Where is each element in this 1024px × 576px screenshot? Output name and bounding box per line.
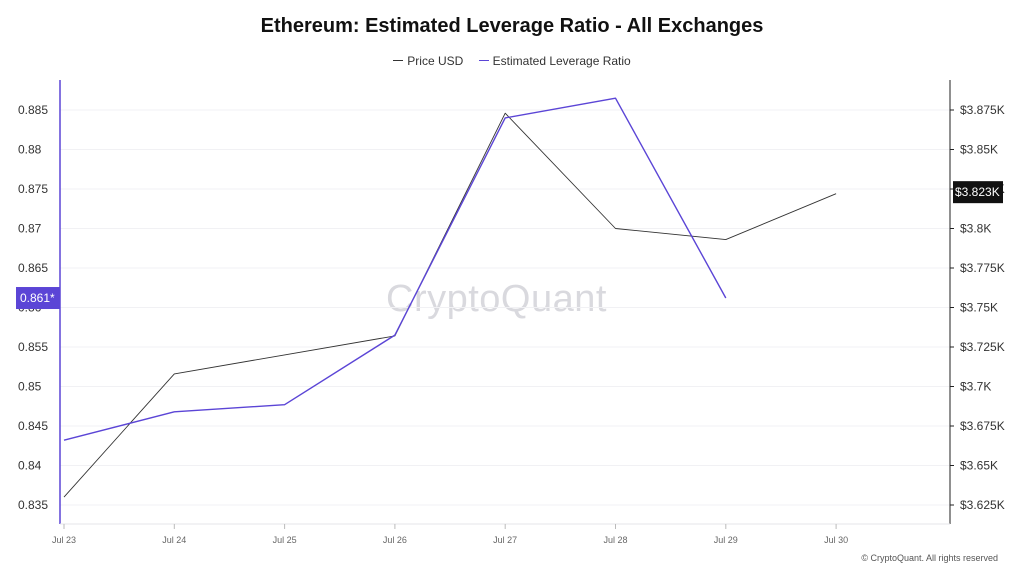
left-axis-tick-label: 0.885 [18, 103, 48, 117]
left-axis-tick-label: 0.865 [18, 261, 48, 275]
right-axis-tick-label: $3.875K [960, 103, 1005, 117]
watermark: CryptoQuant [386, 278, 607, 320]
left-axis-tick-label: 0.835 [18, 498, 48, 512]
right-axis-tick-label: $3.725K [960, 340, 1005, 354]
price-current-badge-label: $3.823K [955, 185, 1000, 199]
legend-label-leverage: Estimated Leverage Ratio [492, 53, 631, 68]
left-axis-tick-label: 0.875 [18, 182, 48, 196]
x-axis-tick-label: Jul 25 [273, 535, 297, 545]
x-axis-tick-label: Jul 23 [52, 535, 76, 545]
leverage-current-badge-label: 0.861* [20, 291, 55, 305]
left-axis-tick-label: 0.87 [18, 222, 42, 236]
legend-item-price[interactable]: Price USD [393, 54, 463, 68]
x-axis-tick-label: Jul 28 [603, 535, 627, 545]
legend-item-leverage[interactable]: Estimated Leverage Ratio [478, 53, 631, 68]
right-axis-tick-label: $3.625K [960, 498, 1005, 512]
x-axis-tick-label: Jul 24 [162, 535, 186, 545]
x-axis-tick-label: Jul 29 [714, 535, 738, 545]
chart-title: Ethereum: Estimated Leverage Ratio - All… [260, 15, 764, 37]
legend-swatch-price [393, 60, 404, 61]
leverage-current-badge [16, 287, 60, 310]
right-axis-tick-label: $3.65K [960, 459, 998, 473]
x-axis-tick-label: Jul 26 [383, 535, 407, 545]
legend-label-price: Price USD [407, 53, 464, 68]
left-axis-tick-label: 0.85 [18, 380, 42, 394]
legend-swatch-leverage [478, 60, 489, 61]
copyright-text: © CryptoQuant. All rights reserved [861, 553, 998, 563]
price-current-badge [953, 181, 1003, 204]
left-axis-tick-label: 0.84 [18, 459, 42, 473]
left-axis-tick-label: 0.845 [18, 419, 48, 433]
right-axis-tick-label: $3.75K [960, 301, 998, 315]
right-axis-tick-label: $3.775K [960, 261, 1005, 275]
x-axis-tick-label: Jul 27 [493, 535, 517, 545]
right-axis-tick-label: $3.85K [960, 143, 998, 157]
price-usd-line [63, 112, 837, 498]
right-axis-tick-label: $3.8K [960, 222, 991, 236]
chart-legend: Price USD Estimated Leverage Ratio [0, 50, 1024, 68]
right-axis-tick-label: $3.7K [960, 380, 991, 394]
x-axis-tick-label: Jul 30 [824, 535, 848, 545]
left-axis-tick-label: 0.88 [18, 143, 42, 157]
leverage-ratio-line [63, 97, 727, 441]
left-axis-tick-label: 0.855 [18, 340, 48, 354]
right-axis-tick-label: $3.675K [960, 419, 1005, 433]
